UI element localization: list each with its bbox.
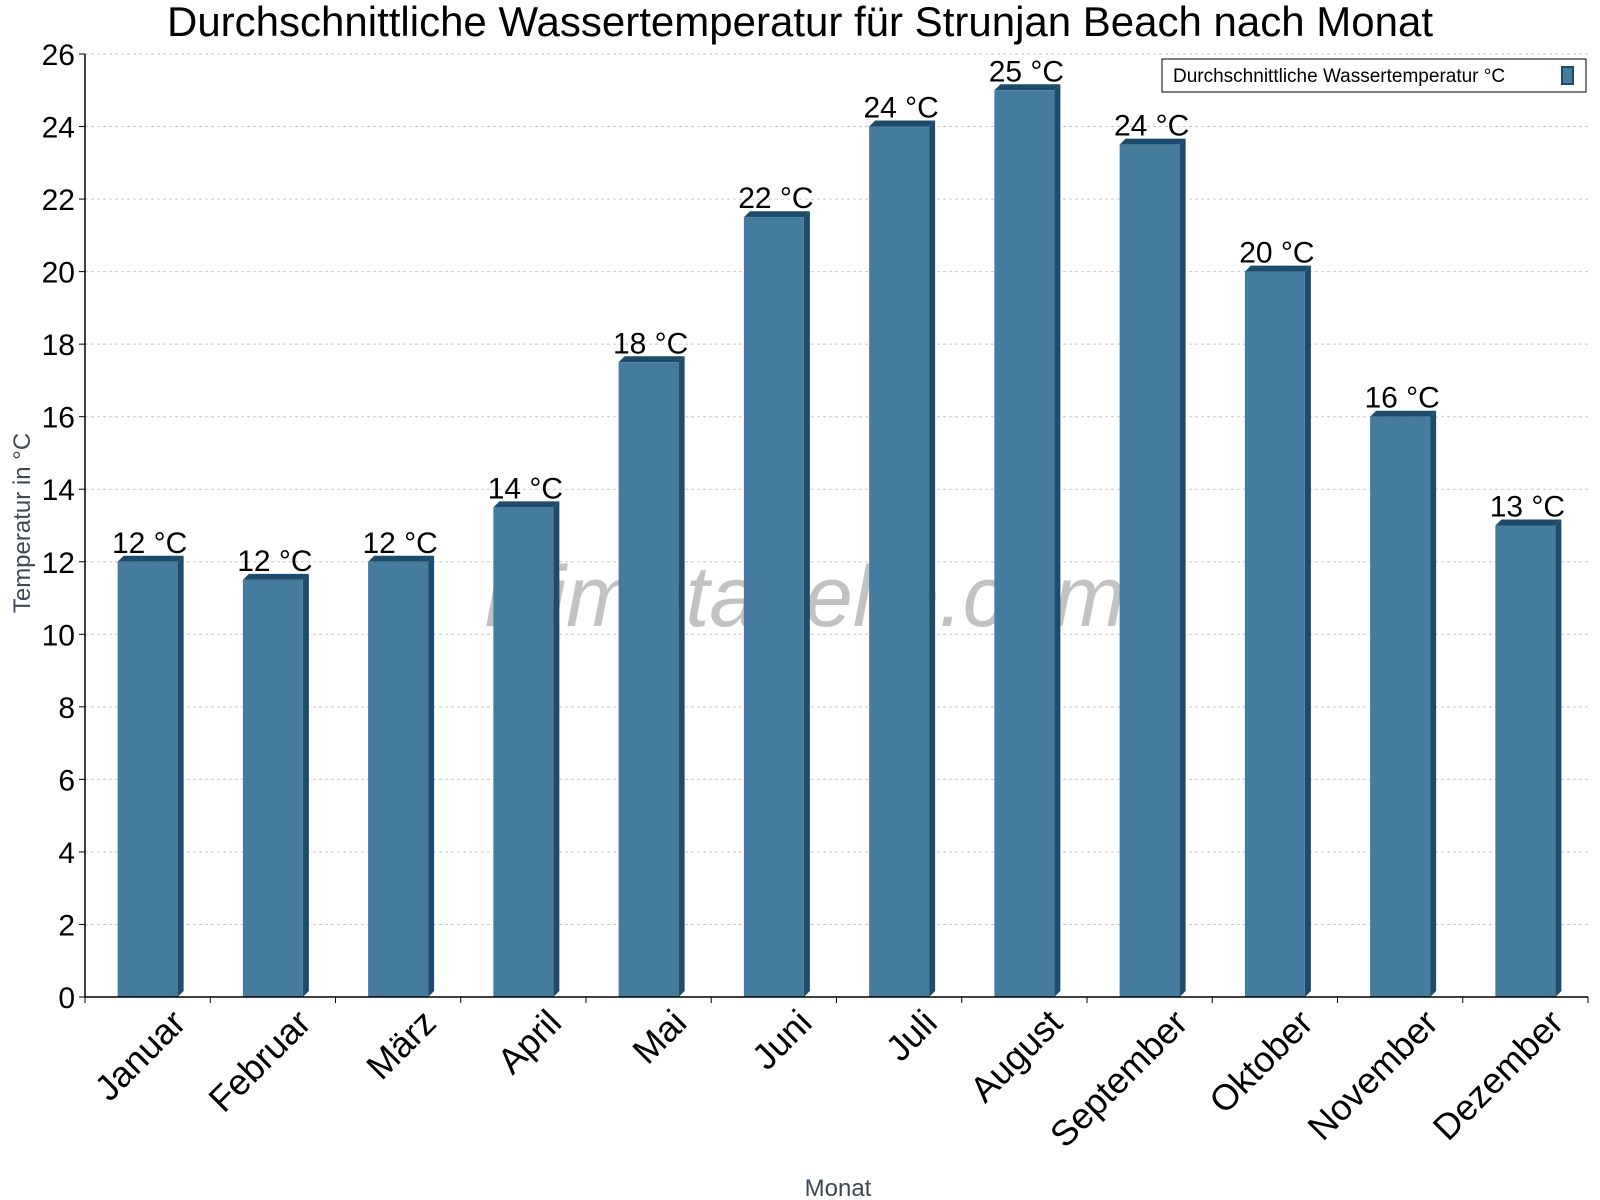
bar-front [1119, 144, 1180, 997]
bar-front [1495, 525, 1556, 997]
x-tick-label: März [358, 1002, 444, 1088]
x-tick-label: Mai [624, 1002, 694, 1072]
data-label: 12 °C [112, 527, 187, 560]
legend-box [1161, 58, 1587, 93]
bar-front [368, 561, 429, 997]
bar-top [1495, 519, 1562, 526]
bar [994, 84, 1061, 998]
x-tick-label: Februar [200, 1002, 318, 1120]
bar-side [803, 211, 810, 997]
bar [743, 211, 810, 997]
bar [368, 555, 435, 997]
bar-front [994, 90, 1055, 998]
data-label: 14 °C [488, 472, 563, 505]
y-tick-label: 6 [58, 764, 75, 797]
y-tick-label: 18 [42, 329, 75, 362]
bar [1119, 138, 1186, 997]
bar-side [1555, 519, 1562, 997]
x-tick-label: Juli [878, 1002, 945, 1069]
bar-top [994, 84, 1061, 91]
bar-top [1244, 265, 1311, 272]
x-tick-label: Januar [86, 1002, 193, 1109]
bar-side [929, 120, 936, 998]
bar-front [743, 217, 804, 997]
legend-swatch [1561, 66, 1574, 85]
chart-title: Durchschnittliche Wassertemperatur für S… [167, 0, 1433, 45]
y-tick-label: 26 [42, 39, 75, 72]
data-label: 24 °C [1114, 110, 1189, 143]
bar-top [368, 555, 435, 562]
bar-top [869, 120, 936, 127]
bar-front [493, 507, 554, 997]
bars [117, 84, 1562, 998]
bar [493, 501, 560, 997]
data-label: 22 °C [738, 182, 813, 215]
bar-top [117, 555, 184, 562]
x-tick-label: Dezember [1425, 1002, 1571, 1148]
data-label: 24 °C [863, 92, 938, 125]
data-label: 16 °C [1364, 382, 1439, 415]
data-label: 18 °C [613, 327, 688, 360]
bar [1495, 519, 1562, 997]
y-tick-label: 8 [58, 692, 75, 725]
y-tick-label: 2 [58, 909, 75, 942]
y-tick-label: 10 [42, 619, 75, 652]
x-tick-label: Oktober [1201, 1002, 1321, 1122]
y-tick-label: 14 [42, 474, 75, 507]
y-tick-label: 0 [58, 982, 75, 1015]
data-label: 13 °C [1490, 491, 1565, 524]
y-tick-label: 22 [42, 184, 75, 217]
bar-front [242, 579, 303, 997]
bar-top [743, 211, 810, 218]
bar [117, 555, 184, 997]
bar [869, 120, 936, 998]
legend-label: Durchschnittliche Wassertemperatur °C [1173, 66, 1505, 87]
bar-front [869, 126, 930, 998]
x-tick-label: Juni [744, 1002, 820, 1078]
legend: Durchschnittliche Wassertemperatur °C [1161, 58, 1587, 93]
y-tick-label: 20 [42, 257, 75, 290]
x-tick-label: September [1042, 1002, 1196, 1156]
bar-side [1054, 84, 1061, 998]
bar-side [302, 573, 309, 997]
bar-top [242, 573, 309, 580]
x-tick-label: November [1299, 1002, 1445, 1148]
bar [618, 356, 685, 997]
data-label: 25 °C [989, 55, 1064, 88]
y-tick-label: 4 [58, 837, 75, 870]
bar-side [1304, 265, 1311, 998]
data-labels: 12 °C 12 °C 12 °C 14 °C 18 °C 22 °C 24 °C 25 °C… [112, 55, 1565, 578]
y-axis-label: Temperatur in °C [9, 433, 36, 613]
bar [1370, 410, 1437, 997]
y-tick-label: 16 [42, 402, 75, 435]
bar-side [678, 356, 685, 997]
bar-side [1430, 410, 1437, 997]
x-tick-label: April [489, 1002, 569, 1082]
data-label: 12 °C [362, 527, 437, 560]
bar-front [618, 362, 679, 997]
bar-side [553, 501, 560, 997]
bar-side [177, 555, 184, 997]
data-label: 12 °C [237, 545, 312, 578]
bar-side [1179, 138, 1186, 997]
bar-top [1119, 138, 1186, 145]
bar-front [1244, 271, 1305, 998]
y-tick-label: 24 [42, 112, 75, 145]
bar-top [493, 501, 560, 508]
bar-top [1370, 410, 1437, 417]
grid-lines [85, 53, 1588, 925]
bar [242, 573, 309, 997]
y-tick-label: 12 [42, 547, 75, 580]
bar-top [618, 356, 685, 363]
x-axis-label: Monat [805, 1175, 872, 1200]
bar [1244, 265, 1311, 998]
bar-front [1370, 416, 1431, 997]
bar-side [428, 555, 435, 997]
x-tick-label: August [962, 1002, 1070, 1110]
bar-front [117, 561, 178, 997]
data-label: 20 °C [1239, 237, 1314, 270]
